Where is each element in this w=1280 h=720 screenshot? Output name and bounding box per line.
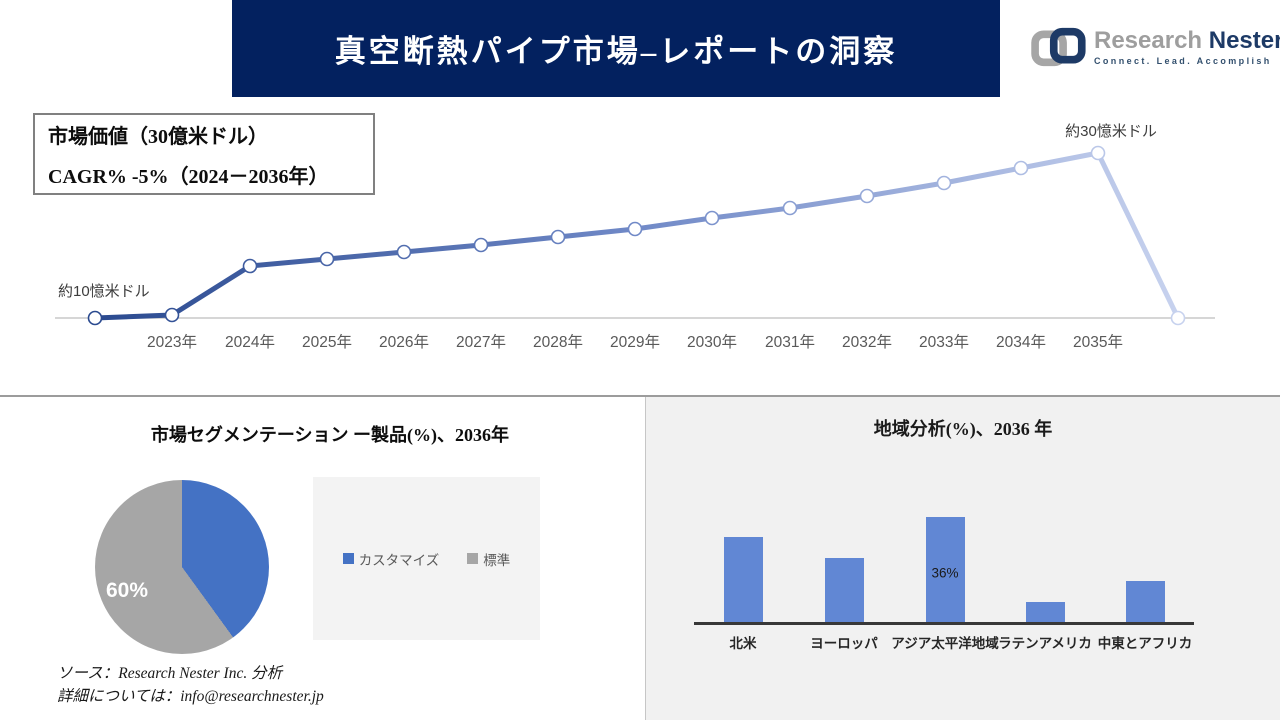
x-axis-label: 2032年 — [842, 333, 892, 351]
footer: ソース：Research Nester Inc. 分析 詳細については：info… — [57, 662, 324, 708]
data-point-marker — [627, 221, 643, 237]
x-axis-label: 2029年 — [610, 333, 660, 351]
legend-swatch-customized-icon — [342, 553, 354, 564]
bar-region-4 — [1125, 581, 1165, 622]
bar-category-label: 北米 — [729, 636, 757, 651]
brand-research: Research — [1094, 26, 1203, 54]
x-axis-label: 2033年 — [919, 333, 969, 351]
brand-nester: Nester — [1208, 26, 1280, 54]
legend-item-customized: カスタマイズ — [342, 549, 440, 569]
data-point-marker — [1170, 310, 1186, 326]
x-axis-label: 2026年 — [379, 333, 429, 351]
x-axis-label: 2024年 — [225, 333, 275, 351]
legend-label-customized: カスタマイズ — [358, 552, 440, 568]
title-banner: 真空断熱パイプ市場–レポートの洞察 — [232, 0, 1000, 97]
page-title: 真空断熱パイプ市場–レポートの洞察 — [334, 34, 898, 69]
data-point-marker — [87, 310, 103, 326]
regional-bar-chart: 北米 ヨーロッパ アジア太平洋地域 ラテンアメリカ 中東とアフリカ 36% — [646, 397, 1280, 720]
x-axis-label: 2027年 — [456, 333, 506, 351]
bar-region-1 — [824, 558, 864, 622]
data-point-marker — [1013, 160, 1029, 176]
logo-text: Research Nester Connect. Lead. Accomplis… — [1094, 28, 1280, 66]
market-value-text: 市場価値（30億米ドル） — [48, 125, 268, 148]
data-point-marker — [242, 258, 258, 274]
bar-region-0 — [723, 537, 763, 622]
pie-legend: カスタマイズ 標準 — [313, 477, 540, 640]
x-axis-label: 2030年 — [687, 333, 737, 351]
section-divider — [0, 395, 1280, 397]
bar-chart-title: 地域分析(%)、2036 年 — [873, 419, 1053, 439]
bar-category-label: アジア太平洋地域 — [891, 636, 999, 651]
data-point-marker — [550, 229, 566, 245]
bar-x-axis-line — [694, 622, 1194, 625]
data-point-marker — [782, 200, 798, 216]
pie-chart-title: 市場セグメンテーション ー製品(%)、2036年 — [150, 425, 510, 445]
legend-swatch-standard-icon — [467, 553, 479, 564]
bar-category-label: 中東とアフリカ — [1097, 636, 1193, 651]
data-point-marker — [319, 251, 335, 267]
data-point-marker — [704, 210, 720, 226]
data-point-marker — [164, 307, 180, 323]
regional-analysis-section: 北米 ヨーロッパ アジア太平洋地域 ラテンアメリカ 中東とアフリカ 36% 地域分析(%)… — [645, 397, 1280, 720]
bar-data-label: 36% — [931, 565, 959, 581]
start-value-annotation: 約10憶米ドル — [58, 283, 150, 300]
footer-source: ソース：Research Nester Inc. 分析 — [57, 665, 283, 682]
data-point-marker — [473, 237, 489, 253]
legend-label-standard: 標準 — [483, 552, 511, 568]
bar-category-label: ラテンアメリカ — [998, 636, 1092, 651]
market-trend-line-chart: 2023年 2024年 2025年 2026年 2027年 2028年 2029年 2030年… — [55, 145, 1215, 351]
footer-contact: 詳細については：info@researchnester.jp — [57, 688, 324, 705]
chain-links-icon — [1031, 27, 1086, 67]
bar-category-label: ヨーロッパ — [810, 636, 878, 651]
data-point-marker — [936, 175, 952, 191]
data-point-marker — [396, 244, 412, 260]
data-point-marker — [1090, 145, 1106, 161]
x-axis-label: 2023年 — [147, 333, 197, 351]
brand-name: Research Nester — [1094, 28, 1280, 53]
pie-slice-percentage-label: 60% — [105, 579, 149, 602]
data-point-marker — [859, 188, 875, 204]
logo-tagline: Connect. Lead. Accomplish — [1094, 56, 1272, 67]
bar-region-2 — [925, 517, 965, 622]
x-axis-label: 2028年 — [533, 333, 583, 351]
product-segmentation-pie-chart: 60% — [95, 480, 269, 654]
x-axis-label: 2025年 — [302, 333, 352, 351]
x-axis-label: 2031年 — [765, 333, 815, 351]
peak-value-annotation: 約30憶米ドル — [1065, 123, 1157, 140]
research-nester-logo: Research Nester Connect. Lead. Accomplis… — [1030, 24, 1280, 70]
segmentation-section: 市場セグメンテーション ー製品(%)、2036年 60% カスタマイズ 標準 ソ… — [0, 397, 645, 720]
market-value-box: 市場価値（30億米ドル） CAGR% -5%（2024－2036年） — [33, 113, 375, 195]
bar-region-3 — [1025, 602, 1065, 622]
legend-item-standard: 標準 — [467, 549, 510, 569]
x-axis-label: 2035年 — [1073, 333, 1123, 351]
cagr-text: CAGR% -5%（2024－2036年） — [48, 165, 329, 188]
x-axis-label: 2034年 — [996, 333, 1046, 351]
